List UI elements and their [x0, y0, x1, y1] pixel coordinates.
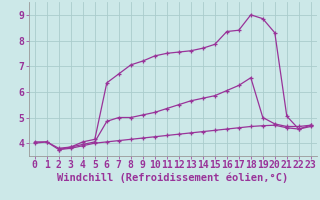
X-axis label: Windchill (Refroidissement éolien,°C): Windchill (Refroidissement éolien,°C) [57, 173, 288, 183]
